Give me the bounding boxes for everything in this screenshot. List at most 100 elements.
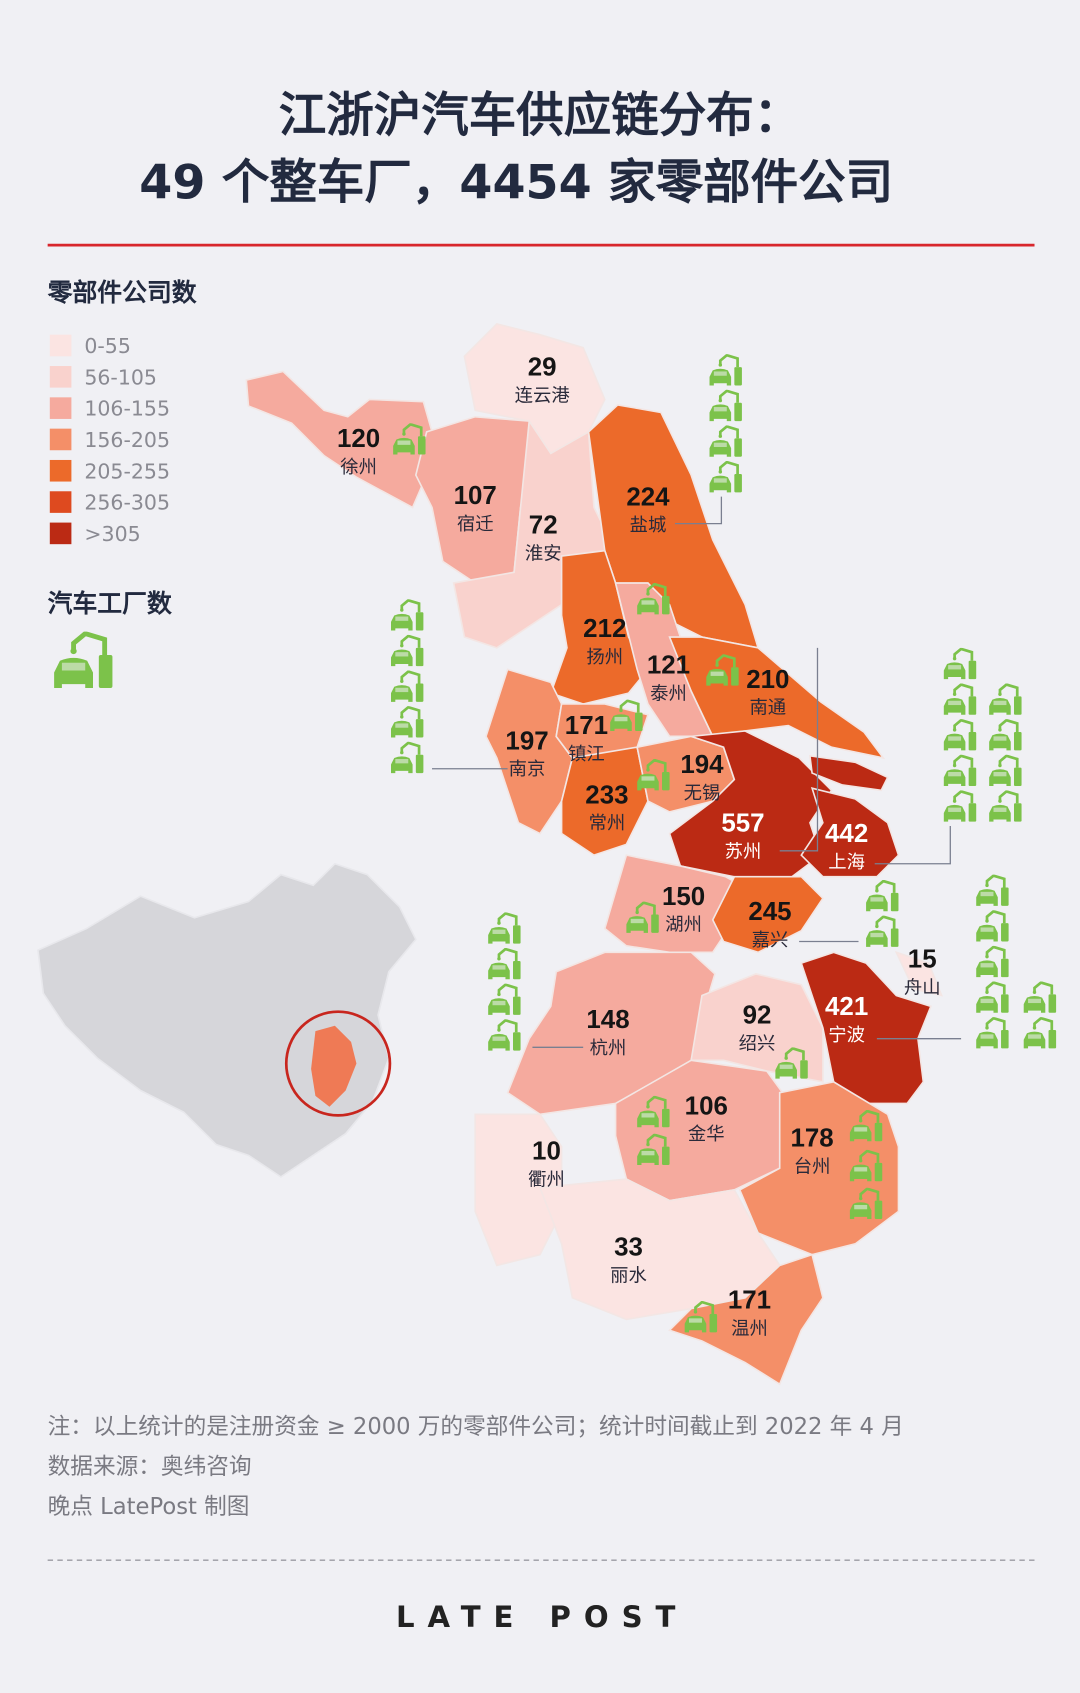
parts-count: 442	[825, 820, 868, 848]
parts-count: 120	[337, 425, 380, 453]
car-factory-icon	[486, 983, 522, 1017]
city-name: 徐州	[340, 457, 377, 478]
factory-legend-heading: 汽车工厂数	[48, 589, 172, 618]
parts-count: 171	[565, 712, 608, 740]
parts-count: 233	[585, 781, 628, 809]
region-21	[614, 1059, 792, 1202]
legend-label: >305	[84, 522, 140, 546]
legend-swatch	[49, 522, 72, 545]
parts-count: 178	[790, 1125, 833, 1153]
city-name: 上海	[828, 852, 865, 873]
region-5	[549, 549, 649, 705]
legend-swatch	[49, 428, 72, 451]
parts-count: 150	[662, 883, 705, 911]
city-name: 常州	[589, 813, 626, 834]
region-19	[894, 950, 943, 997]
car-factory-icon	[974, 910, 1010, 943]
legend-swatch	[49, 366, 72, 388]
city-name: 盐城	[630, 515, 667, 536]
car-factory-icon	[486, 912, 522, 945]
city-name: 衢州	[528, 1170, 565, 1191]
car-factory-icon	[942, 719, 978, 752]
city-name: 温州	[731, 1319, 768, 1340]
parts-count: 212	[583, 615, 626, 643]
legend-label: 156-205	[84, 428, 170, 452]
parts-count: 557	[721, 809, 764, 837]
car-factory-icon	[974, 981, 1010, 1014]
city-name: 苏州	[725, 841, 762, 862]
region-18	[800, 951, 932, 1105]
car-factory-icon	[608, 699, 644, 733]
car-factory-icon	[486, 1019, 522, 1052]
city-name: 扬州	[586, 647, 623, 668]
car-factory-icon	[708, 461, 744, 494]
legend-swatch	[49, 334, 72, 357]
title-line-2: 49 个整车厂，4454 家零部件公司	[139, 156, 893, 211]
city-name: 南京	[509, 759, 546, 780]
data-source: 数据来源：奥纬咨询	[48, 1454, 252, 1480]
parts-count: 33	[614, 1234, 643, 1262]
legend-swatch	[49, 491, 72, 513]
parts-count: 106	[685, 1092, 728, 1120]
city-name: 金华	[688, 1124, 725, 1145]
car-factory-icon	[942, 790, 978, 823]
jiangsu-zhejiang-shanghai-map	[245, 323, 943, 1386]
title-line-1: 江浙沪汽车供应链分布：	[279, 89, 802, 144]
region-7	[668, 636, 886, 760]
car-factory-icon	[389, 741, 425, 775]
parts-count: 194	[680, 751, 724, 779]
legend-swatch	[49, 397, 72, 419]
car-factory-icon	[389, 599, 425, 632]
legend-label: 106-155	[84, 397, 170, 421]
parts-count: 210	[746, 666, 789, 694]
china-inset-map	[37, 862, 417, 1178]
car-factory-icon	[942, 754, 978, 788]
parts-count: 15	[908, 945, 937, 973]
city-name: 南通	[749, 698, 786, 719]
region-17	[690, 973, 824, 1083]
car-factory-icon	[708, 425, 744, 458]
parts-count: 72	[529, 511, 558, 539]
color-legend: 0-55 56-105 106-155 156-205 205-255 256-305 >3…	[49, 334, 170, 546]
city-name: 湖州	[665, 915, 702, 936]
car-factory-icon	[864, 879, 900, 913]
city-name: 绍兴	[739, 1033, 776, 1054]
parts-count: 121	[647, 652, 690, 680]
region-13	[800, 787, 900, 878]
city-name: 镇江	[568, 744, 605, 765]
city-name: 无锡	[684, 783, 721, 804]
legend-label: 256-305	[84, 491, 170, 515]
region-3	[452, 418, 617, 649]
parts-count: 148	[586, 1006, 629, 1034]
car-factory-icon	[389, 670, 425, 703]
car-factory-icon	[708, 389, 744, 423]
car-factory-icon	[486, 947, 522, 981]
parts-count: 29	[528, 354, 557, 382]
car-factory-icon	[987, 683, 1023, 716]
city-name: 泰州	[650, 684, 687, 705]
city-labels: 29 连云港 120 徐州 107 宿迁 72 淮安 224 盐城 212 扬州 121 泰州 210 南通 1…	[337, 354, 941, 1340]
region-24	[668, 1253, 824, 1386]
car-factory-icon	[974, 1017, 1010, 1050]
car-factory-icon	[389, 634, 425, 668]
leader-lines	[432, 496, 962, 1048]
car-factory-icon	[942, 647, 978, 681]
city-name: 嘉兴	[752, 930, 789, 951]
footnote: 注：以上统计的是注册资金 ≥ 2000 万的零部件公司；统计时间截止到 2022…	[48, 1414, 904, 1440]
legend-label: 205-255	[84, 459, 170, 483]
city-name: 舟山	[904, 977, 941, 998]
parts-count: 224	[626, 483, 670, 511]
parts-count: 10	[532, 1138, 561, 1166]
car-factory-icon	[864, 915, 900, 948]
legend-label: 56-105	[84, 365, 157, 389]
car-factory-icon	[942, 683, 978, 716]
car-factory-icon	[974, 874, 1010, 907]
city-name: 连云港	[515, 386, 570, 407]
legend-label: 0-55	[84, 334, 131, 358]
parts-count: 197	[505, 727, 548, 755]
region-20	[474, 1113, 563, 1267]
city-name: 宁波	[828, 1025, 865, 1046]
parts-count: 171	[728, 1287, 771, 1315]
car-factory-icon	[987, 790, 1023, 823]
